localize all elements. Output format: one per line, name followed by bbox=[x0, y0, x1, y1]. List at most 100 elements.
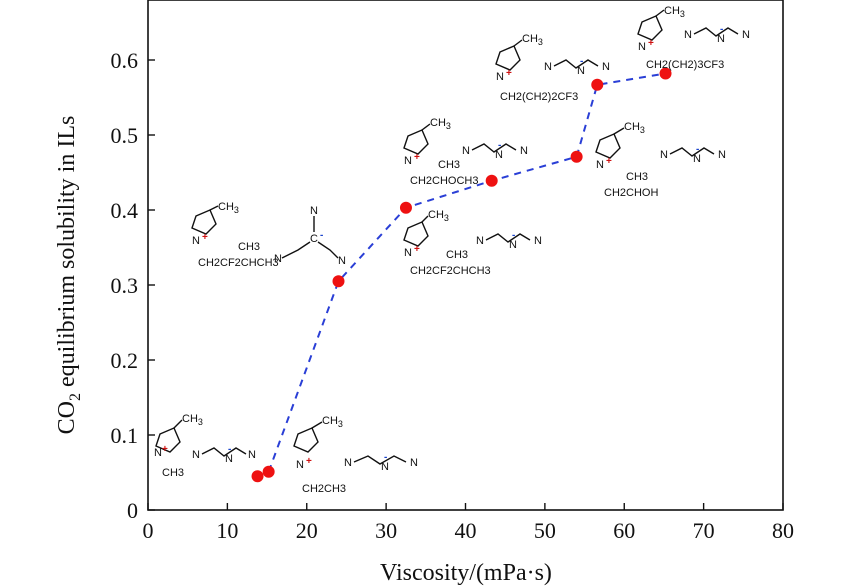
imidazolium-ring-4 bbox=[403, 221, 429, 247]
tail-label-1: CH3 bbox=[162, 467, 184, 479]
structure-5: CH3 N + CH3 CH2CHOCH3 N N - N bbox=[403, 117, 528, 187]
cation-charge-3: + bbox=[202, 232, 208, 243]
structure-2: CH3 N + CH2CH3 N N - N bbox=[293, 415, 418, 495]
cation-n-4: N bbox=[404, 247, 412, 259]
dca-n-left-7: N bbox=[544, 61, 552, 73]
cation-charge-2: + bbox=[306, 456, 312, 467]
y-tick-label: 0.2 bbox=[111, 348, 139, 373]
methyl-label-8: CH3 bbox=[664, 5, 685, 19]
dca-n-left-5: N bbox=[462, 145, 470, 157]
structure-annotations: CH3 N + CH3 N N - N CH3 N + CH2CH3 N N bbox=[154, 5, 750, 495]
imidazolium-ring-7 bbox=[495, 45, 521, 71]
dca-n-right-5: N bbox=[520, 145, 528, 157]
dca-anion-2: N N - N bbox=[344, 452, 418, 473]
structure-1: CH3 N + CH3 N N - N bbox=[154, 413, 256, 479]
dca-n-right-4: N bbox=[534, 235, 542, 247]
dca-charge-1: - bbox=[228, 444, 231, 455]
methyl-label-7: CH3 bbox=[522, 33, 543, 47]
y-tick-label: 0.6 bbox=[111, 48, 139, 73]
y-axis-title-rest: equilibrium solubility in ILs bbox=[54, 116, 80, 393]
y-tick-label: 0.4 bbox=[111, 198, 139, 223]
dca-anion-7: N N - N bbox=[544, 56, 610, 77]
dca-n-left-8: N bbox=[684, 29, 692, 41]
cation-charge-8: + bbox=[648, 38, 654, 49]
dca-n-left-2: N bbox=[344, 457, 352, 469]
dca-anion-6: N N - N bbox=[660, 144, 726, 165]
tail-label-4: CH2CF2CHCH3 bbox=[410, 265, 491, 277]
x-axis-title: Viscosity/(mPa·s) bbox=[380, 560, 552, 586]
x-tick-label: 50 bbox=[534, 518, 556, 543]
x-tick-label: 40 bbox=[455, 518, 477, 543]
imidazolium-ring-6 bbox=[595, 133, 621, 159]
methyl-bond-2 bbox=[311, 421, 323, 429]
cation-charge-4: + bbox=[414, 244, 420, 255]
methyl-bond-6 bbox=[613, 127, 625, 135]
cation-n-8: N bbox=[638, 41, 646, 53]
tcm-n-right-3: N bbox=[338, 255, 346, 267]
dca-charge-7: - bbox=[580, 56, 583, 67]
structure-6: CH3 N + CH3 CH2CHOH N N - N bbox=[595, 121, 726, 199]
dca-n-center-7: N bbox=[577, 65, 585, 77]
tail-label-3: CH2CF2CHCH3 bbox=[198, 257, 279, 269]
x-tick-label: 10 bbox=[216, 518, 238, 543]
y-tick-label: 0 bbox=[127, 498, 138, 523]
x-axis-ticks: 0 10 20 30 40 50 60 70 80 bbox=[143, 503, 794, 543]
imidazolium-ring-5 bbox=[403, 129, 429, 155]
methyl-bond-4 bbox=[421, 215, 429, 223]
data-point bbox=[591, 78, 604, 91]
dca-n-left-6: N bbox=[660, 149, 668, 161]
tail-label-8: CH2(CH2)3CF3 bbox=[646, 59, 724, 71]
x-tick-label: 0 bbox=[143, 518, 154, 543]
dca-n-right-8: N bbox=[742, 29, 750, 41]
methyl-label-3: CH3 bbox=[218, 201, 239, 215]
tcm-bond-left-3 bbox=[281, 241, 311, 259]
structure-4: CH3 N + CH3 CH2CF2CHCH3 N N - N bbox=[403, 209, 542, 277]
methyl-label-4: CH3 bbox=[428, 209, 449, 223]
data-point bbox=[659, 67, 672, 80]
structure-3: CH3 N + CH3 CH2CF2CHCH3 N C N N - bbox=[191, 201, 346, 269]
data-points bbox=[251, 67, 672, 483]
dca-n-center-2: N bbox=[381, 461, 389, 473]
cation-charge-5: + bbox=[414, 152, 420, 163]
branch-label-5: CH3 bbox=[438, 159, 460, 171]
tail-label-6: CH2CHOH bbox=[604, 187, 658, 199]
dca-bonds-2 bbox=[353, 455, 407, 465]
cation-charge-6: + bbox=[606, 156, 612, 167]
imidazolium-ring-2 bbox=[293, 427, 319, 453]
methyl-bond-3 bbox=[209, 205, 219, 211]
tail-label-7: CH2(CH2)2CF3 bbox=[500, 91, 578, 103]
dca-n-right-7: N bbox=[602, 61, 610, 73]
data-point bbox=[485, 174, 498, 187]
branch-label-3: CH3 bbox=[238, 241, 260, 253]
dca-n-right-1: N bbox=[248, 449, 256, 461]
x-tick-label: 80 bbox=[772, 518, 794, 543]
cation-n-2: N bbox=[296, 459, 304, 471]
dca-anion-1: N N - N bbox=[192, 444, 256, 465]
y-axis-title-sub: 2 bbox=[67, 393, 84, 401]
data-point bbox=[570, 150, 583, 163]
dca-n-left-1: N bbox=[192, 449, 200, 461]
methyl-label-6: CH3 bbox=[624, 121, 645, 135]
branch-label-6: CH3 bbox=[626, 171, 648, 183]
y-axis-ticks: 0 0.1 0.2 0.3 0.4 0.5 0.6 bbox=[111, 48, 155, 523]
tcm-charge-3: - bbox=[320, 230, 323, 241]
tail-label-5: CH2CHOCH3 bbox=[410, 175, 478, 187]
imidazolium-ring-3 bbox=[191, 209, 217, 235]
methyl-label-2: CH3 bbox=[322, 415, 343, 429]
y-axis-title-co: CO bbox=[54, 401, 80, 434]
y-tick-label: 0.1 bbox=[111, 423, 139, 448]
structure-7: CH3 N + CH2(CH2)2CF3 N N - N bbox=[495, 33, 610, 103]
tcm-n-top-3: N bbox=[310, 205, 318, 217]
imidazolium-ring-8 bbox=[637, 15, 663, 41]
x-tick-label: 20 bbox=[296, 518, 318, 543]
dca-bonds-7 bbox=[553, 59, 599, 69]
tail-label-2: CH2CH3 bbox=[302, 483, 346, 495]
structure-8: CH3 N + CH2(CH2)3CF3 N N - N bbox=[637, 5, 750, 71]
dca-bonds-5 bbox=[471, 143, 517, 153]
x-tick-label: 30 bbox=[375, 518, 397, 543]
dca-charge-2: - bbox=[384, 452, 387, 463]
methyl-bond-5 bbox=[421, 123, 431, 131]
y-tick-label: 0.5 bbox=[111, 123, 139, 148]
dca-n-center-5: N bbox=[495, 149, 503, 161]
